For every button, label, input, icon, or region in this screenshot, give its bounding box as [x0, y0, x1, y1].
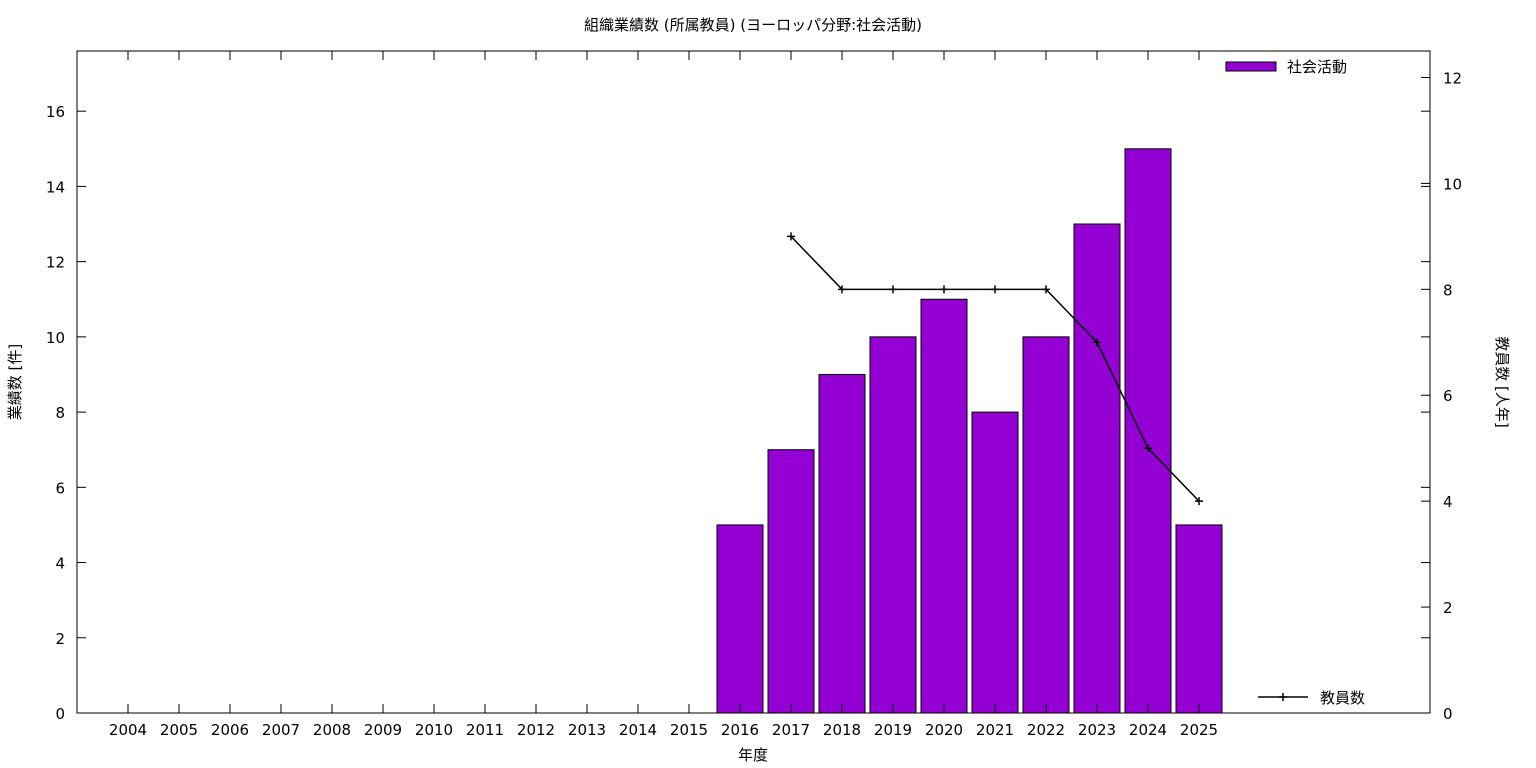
y-tick-label: 10	[46, 329, 65, 347]
x-tick-label: 2007	[262, 721, 300, 739]
y-tick-label: 2	[55, 630, 65, 648]
legend-label-line: 教員数	[1320, 689, 1365, 707]
x-tick-label: 2012	[517, 721, 555, 739]
line-point-2021	[991, 285, 999, 294]
y2-tick-label: 12	[1443, 69, 1462, 87]
x-tick-label: 2022	[1027, 721, 1065, 739]
x-tick-label: 2004	[109, 721, 147, 739]
x-tick-label: 2023	[1078, 721, 1116, 739]
line-point-2019	[889, 285, 897, 294]
bar-2020	[920, 298, 968, 714]
line-point-2023	[1093, 338, 1101, 347]
bar-2018	[818, 373, 866, 714]
line-point-2018	[838, 285, 846, 294]
bar-2023	[1073, 223, 1121, 714]
x-tick-label: 2013	[568, 721, 606, 739]
y-tick-label: 6	[55, 479, 65, 497]
y2-tick-label: 6	[1443, 387, 1453, 405]
x-tick-label: 2025	[1180, 721, 1218, 739]
x-tick-label: 2009	[364, 721, 402, 739]
line-point-2017	[787, 232, 795, 241]
bar-2022	[1022, 336, 1070, 714]
y-tick-label: 12	[46, 254, 65, 272]
y2-tick-label: 4	[1443, 493, 1453, 511]
x-tick-label: 2019	[874, 721, 912, 739]
x-tick-label: 2005	[160, 721, 198, 739]
bar-2016	[716, 524, 764, 714]
y2-tick-label: 0	[1443, 705, 1453, 723]
x-tick-label: 2018	[823, 721, 861, 739]
y-tick-label: 0	[55, 705, 65, 723]
chart-title: 組織業績数 (所属教員) (ヨーロッパ分野:社会活動)	[584, 16, 922, 34]
x-tick-label: 2016	[721, 721, 759, 739]
y-tick-label: 4	[55, 555, 65, 573]
x-tick-label: 2024	[1129, 721, 1167, 739]
y-tick-label: 16	[46, 103, 65, 121]
bar-2021	[971, 411, 1019, 714]
y2-axis-label: 教員数 [人年]	[1493, 336, 1511, 427]
x-tick-label: 2011	[466, 721, 504, 739]
y-tick-label: 14	[46, 178, 65, 196]
line-point-2022	[1042, 285, 1050, 294]
legend-swatch-marker	[1279, 693, 1287, 701]
x-tick-label: 2021	[976, 721, 1014, 739]
y2-tick-label: 2	[1443, 599, 1453, 617]
x-tick-label: 2017	[772, 721, 810, 739]
x-axis-label: 年度	[738, 746, 768, 764]
x-tick-label: 2010	[415, 721, 453, 739]
legend-label-bar: 社会活動	[1287, 58, 1347, 76]
y2-tick-label: 8	[1443, 281, 1453, 299]
x-tick-label: 2015	[670, 721, 708, 739]
line-point-2020	[940, 285, 948, 294]
plot-frame	[76, 50, 1431, 714]
y-tick-label: 8	[55, 404, 65, 422]
x-tick-label: 2006	[211, 721, 249, 739]
bar-2024	[1124, 148, 1172, 714]
bar-2017	[767, 449, 815, 714]
legend-swatch-bar	[1225, 61, 1277, 72]
x-tick-label: 2020	[925, 721, 963, 739]
bar-2025	[1175, 524, 1223, 714]
line-point-2025	[1195, 497, 1203, 506]
y-axis-label: 業績数 [件]	[6, 344, 24, 420]
line-point-2024	[1144, 444, 1152, 453]
bar-2019	[869, 336, 917, 714]
x-tick-label: 2008	[313, 721, 351, 739]
x-tick-label: 2014	[619, 721, 657, 739]
y2-tick-label: 10	[1443, 175, 1462, 193]
plot-area: 0 2 4 6 8 10 12 14 16 0 2 4 6 8 10 12 2004 2005 2006 2007 20…	[46, 50, 1462, 739]
